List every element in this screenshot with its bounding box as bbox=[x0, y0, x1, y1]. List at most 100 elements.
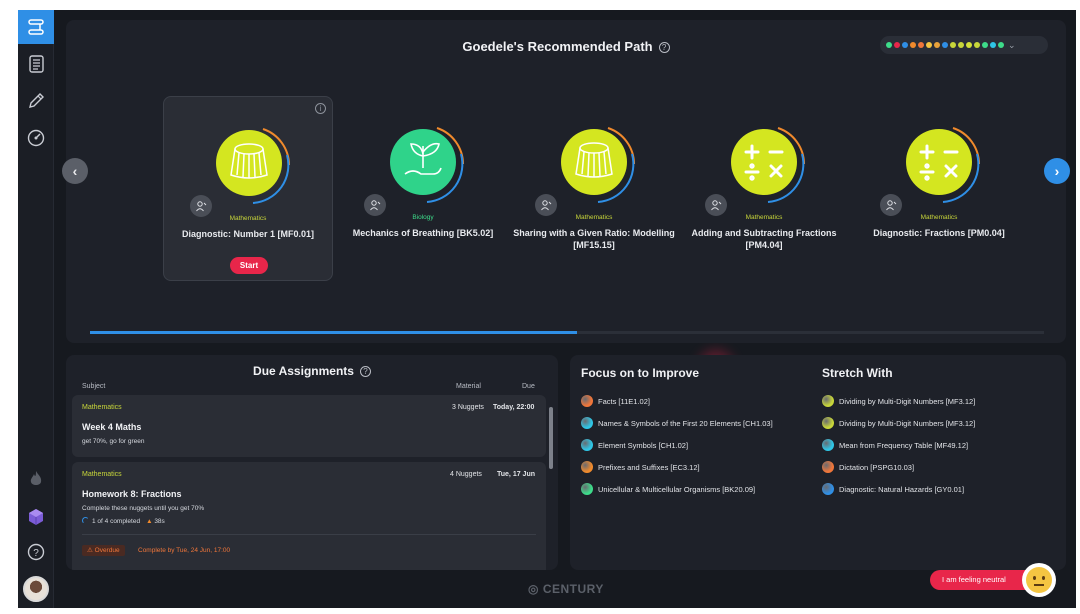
subject-dot bbox=[974, 42, 980, 48]
gauge-icon bbox=[27, 129, 45, 147]
topic-ball-icon bbox=[822, 439, 834, 451]
topic-label: Unicellular & Multicellular Organisms [B… bbox=[598, 484, 756, 494]
due-title: Due Assignments? bbox=[66, 364, 558, 378]
path-card[interactable]: i Mathematics Diagnostic: Number 1 [MF0.01… bbox=[163, 96, 333, 281]
stretch-item[interactable]: Dividing by Multi-Digit Numbers [MF3.12] bbox=[822, 395, 975, 407]
due-help-icon[interactable]: ? bbox=[359, 366, 371, 377]
info-icon[interactable]: i bbox=[315, 103, 326, 114]
focus-item[interactable]: Facts [11E1.02] bbox=[581, 395, 650, 407]
topic-label: Mean from Frequency Table [MF49.12] bbox=[839, 440, 969, 450]
stretch-title: Stretch With bbox=[822, 366, 893, 380]
topic-ball-icon bbox=[822, 417, 834, 429]
topic-label: Dictation [PSPG10.03] bbox=[839, 462, 915, 472]
stretch-item[interactable]: Mean from Frequency Table [MF49.12] bbox=[822, 439, 968, 451]
card-name: Mechanics of Breathing [BK5.02] bbox=[352, 228, 494, 238]
path-progress-track[interactable] bbox=[90, 331, 1044, 334]
topic-ball-icon bbox=[581, 461, 593, 473]
card-subject: Mathematics bbox=[229, 215, 267, 222]
century-logo: ◎ CENTURY bbox=[528, 582, 604, 596]
jelly-icon bbox=[216, 128, 290, 204]
card-name: Adding and Subtracting Fractions [PM4.04… bbox=[691, 228, 837, 250]
tutor-button[interactable] bbox=[880, 194, 902, 216]
stretch-item[interactable]: Dividing by Multi-Digit Numbers [MF3.12] bbox=[822, 417, 975, 429]
path-card[interactable]: Biology Mechanics of Breathing [BK5.02] bbox=[338, 96, 508, 281]
subject-dot bbox=[966, 42, 972, 48]
century-logo-icon: ◎ bbox=[528, 582, 539, 596]
neutral-face-icon[interactable] bbox=[1022, 563, 1056, 597]
col-due: Due bbox=[522, 383, 535, 390]
person-icon bbox=[370, 200, 381, 211]
assignment-subject: Mathematics bbox=[82, 471, 122, 478]
assignment-card[interactable]: Mathematics 4 Nuggets Tue, 17 Jun Homewo… bbox=[72, 462, 546, 570]
path-nav-button[interactable] bbox=[18, 10, 54, 44]
app-frame: ? Goedele's Recommended Path? ⌄ ‹ › i Mat… bbox=[18, 10, 1076, 608]
cube-button[interactable] bbox=[18, 500, 54, 534]
card-name: Diagnostic: Fractions [PM0.04] bbox=[873, 228, 1005, 238]
streak-button[interactable] bbox=[18, 462, 54, 496]
streak-time: 38s bbox=[154, 518, 165, 525]
path-card[interactable]: Mathematics Sharing with a Given Ratio: M… bbox=[509, 96, 679, 281]
divider bbox=[82, 534, 536, 535]
topic-label: Dividing by Multi-Digit Numbers [MF3.12] bbox=[839, 396, 976, 406]
dashboard-nav-button[interactable] bbox=[18, 121, 54, 155]
assignment-stats: 1 of 4 completed ▲ 38s bbox=[82, 517, 165, 525]
complete-by-text: Complete by Tue, 24 Jun, 17:00 bbox=[138, 547, 231, 554]
subject-dot bbox=[934, 42, 940, 48]
focus-title: Focus on to Improve bbox=[581, 366, 700, 380]
card-subject: Mathematics bbox=[920, 214, 958, 221]
subject-filter-dropdown[interactable]: ⌄ bbox=[880, 36, 1048, 54]
focus-item[interactable]: Element Symbols [CH1.02] bbox=[581, 439, 688, 451]
subject-dot bbox=[910, 42, 916, 48]
assignment-desc: get 70%, go for green bbox=[82, 438, 145, 445]
subject-dot bbox=[926, 42, 932, 48]
topic-ball-icon bbox=[581, 439, 593, 451]
help-circle-icon: ? bbox=[27, 543, 45, 561]
path-title: Goedele's Recommended Path? bbox=[66, 39, 1066, 54]
topic-label: Prefixes and Suffixes [EC3.12] bbox=[598, 462, 700, 472]
assignments-nav-button[interactable] bbox=[18, 84, 54, 118]
mood-button[interactable]: I am feeling neutral bbox=[930, 570, 1036, 590]
person-icon bbox=[541, 200, 552, 211]
topic-ball-icon bbox=[581, 417, 593, 429]
path-progress-fill bbox=[90, 331, 577, 334]
assignment-card[interactable]: Mathematics 3 Nuggets Today, 22:00 Week … bbox=[72, 395, 546, 457]
user-avatar[interactable] bbox=[23, 576, 49, 602]
path-card[interactable]: Mathematics Adding and Subtracting Fracti… bbox=[679, 96, 849, 281]
chevron-right-icon: › bbox=[1054, 163, 1060, 179]
path-help-icon[interactable]: ? bbox=[658, 42, 670, 53]
warning-icon: ⚠ bbox=[87, 547, 93, 554]
next-arrow-button[interactable]: › bbox=[1044, 158, 1070, 184]
prev-arrow-button[interactable]: ‹ bbox=[62, 158, 88, 184]
tutor-button[interactable] bbox=[705, 194, 727, 216]
progress-arc-icon bbox=[82, 517, 89, 524]
tutor-button[interactable] bbox=[535, 194, 557, 216]
stretch-item[interactable]: Diagnostic: Natural Hazards [GY0.01] bbox=[822, 483, 964, 495]
topic-label: Names & Symbols of the First 20 Elements… bbox=[598, 418, 773, 428]
path-card[interactable]: Mathematics Diagnostic: Fractions [PM0.04… bbox=[854, 96, 1024, 281]
topic-label: Dividing by Multi-Digit Numbers [MF3.12] bbox=[839, 418, 976, 428]
due-scrollbar[interactable] bbox=[549, 407, 553, 469]
focus-item[interactable]: Names & Symbols of the First 20 Elements… bbox=[581, 417, 773, 429]
chevron-left-icon: ‹ bbox=[72, 163, 78, 179]
assignment-due: Today, 22:00 bbox=[493, 404, 535, 411]
tutor-button[interactable] bbox=[364, 194, 386, 216]
assignment-name: Homework 8: Fractions bbox=[82, 489, 182, 499]
assignment-subject: Mathematics bbox=[82, 404, 122, 411]
stretch-item[interactable]: Dictation [PSPG10.03] bbox=[822, 461, 914, 473]
help-nav-button[interactable]: ? bbox=[18, 535, 54, 569]
pencil-icon bbox=[29, 93, 44, 108]
assignment-material: 4 Nuggets bbox=[450, 471, 482, 478]
topic-ball-icon bbox=[822, 483, 834, 495]
subject-dot bbox=[902, 42, 908, 48]
math-operators-icon bbox=[731, 127, 805, 203]
start-button[interactable]: Start bbox=[230, 257, 268, 274]
cube-icon bbox=[29, 509, 43, 525]
math-operators-icon bbox=[906, 127, 980, 203]
completed-count: 1 of 4 completed bbox=[92, 518, 141, 525]
tutor-button[interactable] bbox=[190, 195, 212, 217]
focus-item[interactable]: Prefixes and Suffixes [EC3.12] bbox=[581, 461, 700, 473]
focus-item[interactable]: Unicellular & Multicellular Organisms [B… bbox=[581, 483, 755, 495]
overdue-badge: ⚠ Overdue bbox=[82, 545, 125, 556]
jelly-icon bbox=[561, 127, 635, 203]
courses-nav-button[interactable] bbox=[18, 47, 54, 81]
